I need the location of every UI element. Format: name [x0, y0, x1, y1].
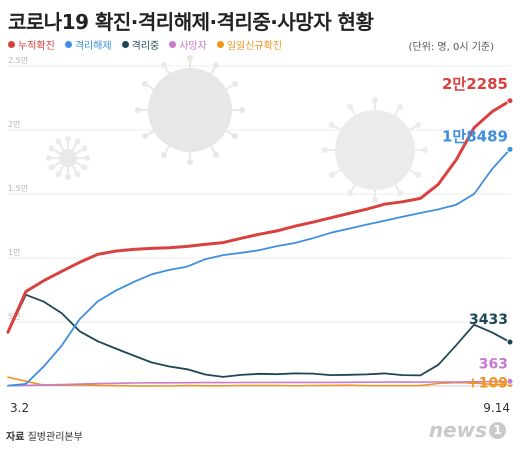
series-end-point-1 — [506, 145, 514, 153]
virus-shape — [46, 136, 90, 180]
source-text: 질병관리본부 — [27, 432, 83, 443]
legend: 누적확진 격리해제 격리중 사망자 일일신규확진 — [8, 37, 282, 52]
legend-swatch — [8, 41, 15, 48]
end-value-label-1: 1만8489 — [442, 127, 508, 145]
series-lines — [6, 97, 514, 389]
virus-shape — [135, 55, 245, 165]
end-value-label-0: 2만2285 — [442, 75, 508, 93]
virus-shape — [322, 97, 428, 203]
series-line-3 — [7, 380, 511, 387]
legend-item-cumulative: 누적확진 — [8, 37, 55, 52]
legend-label: 사망자 — [179, 41, 207, 52]
end-value-label-2: 3433 — [469, 312, 508, 328]
virus-illustration — [46, 55, 428, 203]
unit-note: (단위: 명, 0시 기준) — [408, 42, 494, 53]
logo-badge: 1 — [489, 421, 506, 439]
legend-swatch — [121, 41, 129, 48]
series-line-2 — [7, 293, 511, 378]
legend-item-released: 격리해제 — [64, 37, 112, 52]
series-line-0 — [6, 99, 512, 334]
legend-swatch — [64, 41, 72, 48]
y-tick-label: 1만 — [8, 248, 21, 257]
legend-item-isolated: 격리중 — [121, 37, 160, 52]
source-label: 자료 — [6, 432, 25, 443]
data-labels: 2만2285 1만8489 3433 363 +109 — [442, 75, 508, 392]
y-tick-label: 2만 — [8, 120, 21, 129]
series-line-1 — [7, 148, 511, 387]
x-tick-label-end: 9.14 — [483, 401, 510, 415]
legend-item-daily-new: 일일신규확진 — [216, 37, 283, 52]
legend-label: 일일신규확진 — [226, 41, 283, 52]
legend-swatch — [169, 41, 177, 48]
legend-item-deaths: 사망자 — [169, 37, 207, 52]
end-value-label-4: +109 — [467, 376, 508, 392]
legend-label: 격리해제 — [74, 41, 112, 52]
legend-label: 격리중 — [131, 41, 160, 52]
x-tick-label-start: 3.2 — [10, 401, 29, 415]
end-value-label-3: 363 — [479, 356, 508, 372]
y-tick-label: 2.5만 — [8, 56, 29, 65]
chart-title: 코로나19 확진·격리해제·격리중·사망자 현황 — [8, 10, 374, 34]
series-end-point-2 — [506, 338, 514, 346]
legend-swatch — [216, 41, 224, 48]
logo-text: news — [428, 418, 487, 442]
series-end-point-3 — [506, 377, 514, 385]
series-end-point-0 — [506, 97, 514, 105]
source-note: 자료 질병관리본부 — [6, 428, 83, 443]
y-tick-label: 1.5만 — [8, 184, 29, 193]
series-line-4 — [7, 376, 511, 387]
news1-logo: news 1 — [429, 418, 506, 442]
legend-label: 누적확진 — [18, 41, 55, 52]
